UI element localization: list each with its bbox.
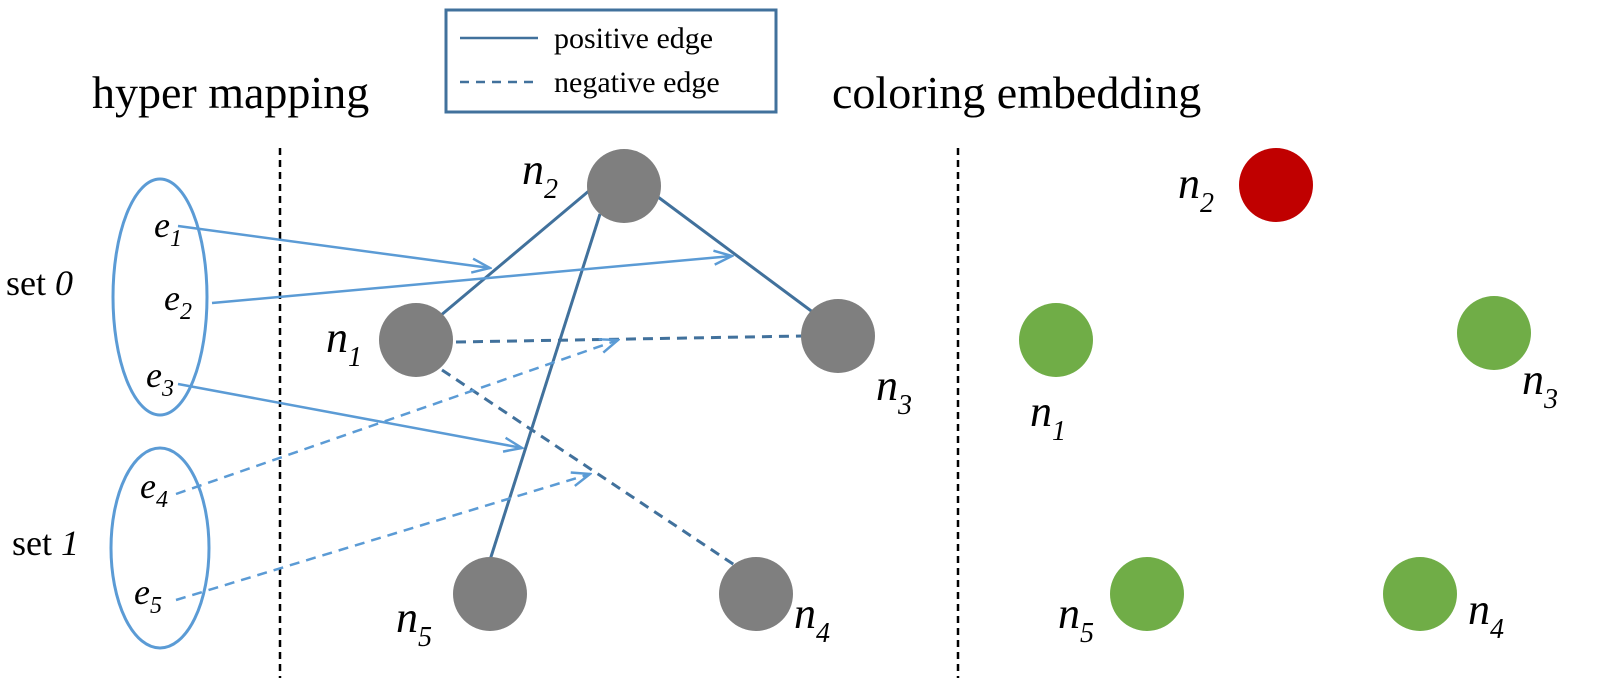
graph-node-n3: [801, 299, 875, 373]
positive-edge-n2-n3: [653, 192, 819, 318]
graph-node-n4: [719, 557, 793, 631]
graph-node-n4-label: n4: [794, 589, 830, 649]
hyperedge-e3-label: e3: [146, 355, 174, 402]
legend-border: [444, 8, 778, 114]
legend-negative-label: negative edge: [554, 66, 720, 99]
embedding-node-n2: [1239, 148, 1313, 222]
arrow-e2-to-edge-n2n3: [211, 256, 732, 305]
coloring-embedding-title: coloring embedding: [832, 67, 1201, 118]
graph-node-n2: [587, 149, 661, 223]
graph-node-n1-label: n1: [326, 313, 362, 373]
embedding-node-n5-label: n5: [1058, 589, 1094, 649]
graph-node-n2-label: n2: [522, 145, 558, 205]
embedding-node-n2-label: n2: [1178, 159, 1214, 219]
embedding-node-n3: [1457, 296, 1531, 370]
embedding-node-n4-label: n4: [1468, 585, 1504, 645]
hyperedge-e2-label: e2: [164, 278, 192, 325]
embedding-node-n4: [1383, 557, 1457, 631]
graph-node-n5-label: n5: [396, 593, 432, 653]
graph-node-n5: [453, 557, 527, 631]
embedding-node-n3-label: n3: [1522, 355, 1558, 415]
graph-node-n3-label: n3: [876, 361, 912, 421]
legend: positive edge negative edge: [444, 8, 778, 114]
hyperedge-e4-label: e4: [140, 466, 168, 513]
embedding-node-n1: [1019, 303, 1093, 377]
set-0-label: set 0: [6, 263, 73, 303]
graph-node-n1: [379, 303, 453, 377]
arrow-e5-to-edge-n1n4: [175, 474, 590, 602]
set-0-ellipse: [111, 177, 209, 417]
set-1-ellipse: [109, 446, 211, 650]
legend-positive-label: positive edge: [554, 22, 713, 55]
arrow-e1-to-edge-n1n2: [177, 224, 490, 268]
positive-edge-n2-n5: [488, 213, 602, 561]
embedding-node-n5: [1110, 557, 1184, 631]
arrow-e3-to-edge-n2n5: [177, 382, 522, 448]
negative-edge-n1-n4: [441, 368, 737, 568]
hyperedge-e5-label: e5: [134, 572, 162, 619]
embedding-node-n1-label: n1: [1030, 387, 1066, 447]
hyperedge-e1-label: e1: [154, 205, 182, 252]
positive-edge-n1-n2: [439, 188, 591, 318]
hyper-mapping-title: hyper mapping: [92, 67, 369, 118]
set-1-label: set 1: [12, 523, 79, 563]
negative-edge-n1-n3: [455, 334, 805, 344]
